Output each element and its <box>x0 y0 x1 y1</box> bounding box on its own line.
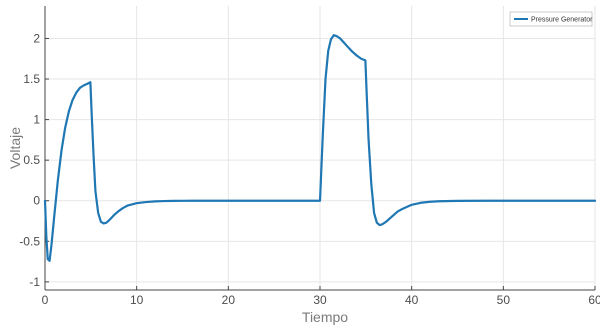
y-tick-label: 2 <box>33 31 40 45</box>
x-tick-label: 50 <box>497 293 511 307</box>
legend: Pressure Generator <box>509 11 593 27</box>
y-tick-label: 1 <box>33 113 40 127</box>
y-tick-label: -0.5 <box>19 234 40 248</box>
series-lines <box>43 34 597 262</box>
y-tick-label: 0 <box>33 194 40 208</box>
series-line <box>43 34 597 262</box>
legend-box <box>509 11 593 27</box>
y-axis-label: Voltaje <box>7 127 23 169</box>
x-tick-label: 30 <box>313 293 327 307</box>
x-axis-label: Tiempo <box>302 309 348 325</box>
x-tick-label: 20 <box>222 293 236 307</box>
x-tick-label: 40 <box>405 293 419 307</box>
legend-label: Pressure Generator <box>531 17 593 24</box>
y-tick-label: 1.5 <box>23 72 40 86</box>
x-tick-label: 10 <box>130 293 144 307</box>
tick-labels: 0 10 20 30 40 50 60 -1 -0.5 0 0.5 1 1.5 2 <box>19 31 600 307</box>
axes <box>44 6 596 291</box>
y-tick-label: -1 <box>29 275 40 289</box>
y-tick-label: 0.5 <box>23 153 40 167</box>
x-tick-label: 60 <box>588 293 600 307</box>
x-tick-label: 0 <box>42 293 49 307</box>
